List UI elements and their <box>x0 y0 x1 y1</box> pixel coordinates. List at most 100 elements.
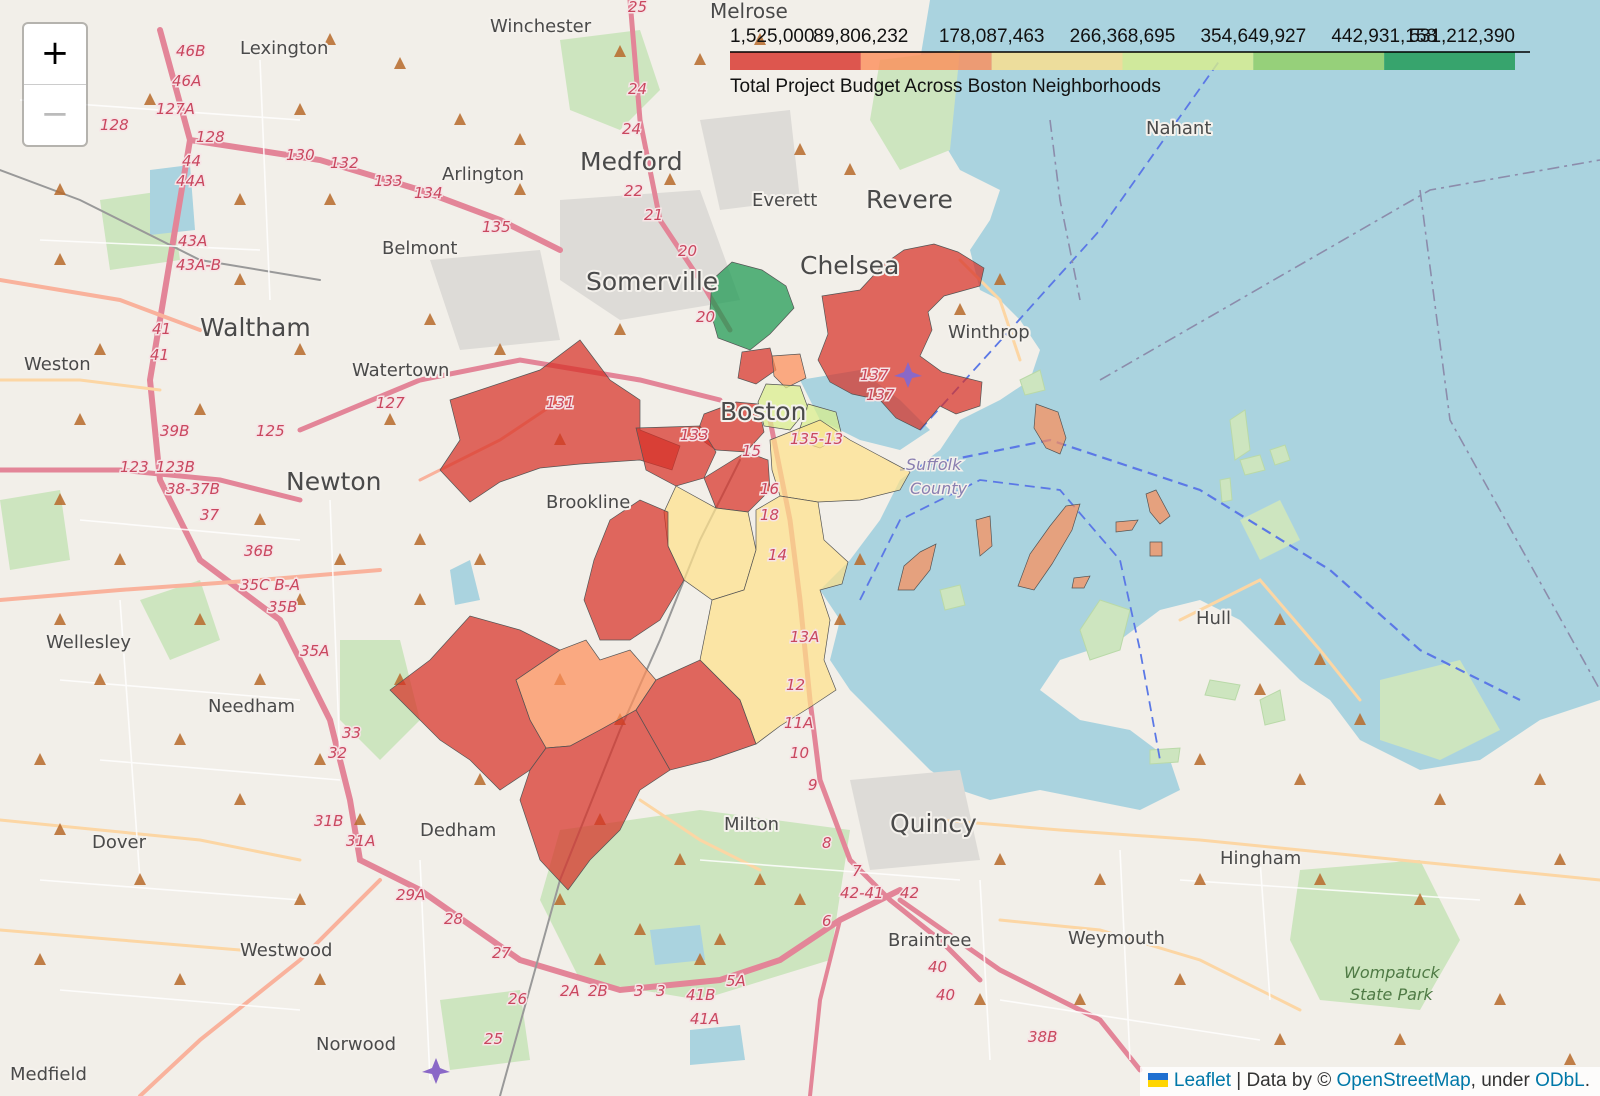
route-shield-label: 130 <box>286 146 315 164</box>
route-shield-label: 14 <box>768 546 787 564</box>
leaflet-link[interactable]: Leaflet <box>1173 1070 1231 1091</box>
summit-marker <box>54 823 66 835</box>
zoom-out-button[interactable]: − <box>40 94 70 134</box>
attribution-separator: | Data by © <box>1230 1070 1337 1091</box>
summit-marker <box>114 553 126 565</box>
summit-marker <box>1094 873 1106 885</box>
route-shield-label: 44A <box>176 172 205 190</box>
summit-marker <box>694 53 706 65</box>
summit-marker <box>714 933 726 945</box>
route-shield-label: 6 <box>822 912 832 930</box>
route-shield-label: 10 <box>790 744 809 762</box>
summit-marker <box>754 873 766 885</box>
label-waltham: Waltham <box>200 313 311 342</box>
label-dover: Dover <box>92 832 147 853</box>
route-shield-label: 11A <box>784 714 813 732</box>
legend-tick-label: 89,806,232 <box>813 26 908 47</box>
label-boston: Boston <box>720 397 806 426</box>
legend-swatch <box>1253 52 1385 70</box>
neighborhood-harbor-islands[interactable] <box>897 403 1171 591</box>
route-shield-label: 38-37B <box>166 480 220 498</box>
route-shield-label: 137 <box>866 386 895 404</box>
label-nahant: Nahant <box>1146 118 1211 139</box>
route-shield-label: 12 <box>786 676 805 694</box>
label-braintree: Braintree <box>888 930 971 951</box>
summit-marker <box>494 343 506 355</box>
label-hull: Hull <box>1196 608 1231 629</box>
neighborhood-south-boston[interactable] <box>769 419 911 503</box>
summit-marker <box>634 923 646 935</box>
neighborhood-dorchester[interactable] <box>699 495 849 745</box>
legend-tick-label: 354,649,927 <box>1200 26 1306 47</box>
place-labels: Melrose Winchester Lexington Medford Arl… <box>8 0 1440 1087</box>
summit-marker <box>474 773 486 785</box>
route-shield-label: 127 <box>376 394 405 412</box>
route-shield-label: 41 <box>152 320 171 338</box>
summit-marker <box>1394 1033 1406 1045</box>
neighborhood-north-end[interactable] <box>737 347 777 385</box>
zoom-control: + − <box>22 22 88 147</box>
summit-marker <box>1274 613 1286 625</box>
summit-marker <box>1274 1033 1286 1045</box>
osm-link[interactable]: OpenStreetMap <box>1336 1070 1471 1091</box>
label-everett: Everett <box>752 190 817 211</box>
summit-marker <box>834 613 846 625</box>
neighborhood-layer[interactable] <box>389 243 1171 891</box>
summit-marker <box>1194 873 1206 885</box>
label-quincy: Quincy <box>890 809 977 838</box>
summit-marker <box>34 753 46 765</box>
attribution: Leaflet | Data by © OpenStreetMap, under… <box>1139 1067 1600 1096</box>
route-shield-label: 123 <box>120 458 149 476</box>
summit-marker <box>594 953 606 965</box>
summit-marker <box>1434 793 1446 805</box>
neighborhood-beacon-hill[interactable] <box>757 383 809 431</box>
route-shield-label: 35A <box>300 642 329 660</box>
maritime-boundaries <box>859 59 1600 761</box>
label-revere: Revere <box>866 185 953 214</box>
route-shield-label: 128 <box>100 116 129 134</box>
summit-marker <box>294 893 306 905</box>
neighborhood-east-boston[interactable] <box>817 243 985 431</box>
summit-marker <box>174 733 186 745</box>
summit-marker <box>1254 683 1266 695</box>
route-shield-label: 41 <box>150 346 169 364</box>
summit-marker <box>854 553 866 565</box>
summit-marker <box>614 323 626 335</box>
label-lexington: Lexington <box>240 38 328 59</box>
route-shield-label: 127A <box>156 100 195 118</box>
route-shield-label: 135-13 <box>790 430 843 448</box>
label-brookline: Brookline <box>546 492 630 513</box>
neighborhood-hyde-park[interactable] <box>519 709 671 891</box>
neighborhood-jamaica-plain[interactable] <box>583 499 685 641</box>
label-weymouth: Weymouth <box>1068 928 1165 949</box>
summit-marker <box>614 45 626 57</box>
label-county-line1: Suffolk <box>906 455 962 474</box>
route-shield-label: 25 <box>628 0 647 16</box>
route-shield-label: 31A <box>346 832 375 850</box>
route-shield-label: 41A <box>690 1010 719 1028</box>
label-somerville: Somerville <box>586 267 718 296</box>
neighborhood-west-roxbury[interactable] <box>389 615 561 791</box>
summit-marker <box>254 513 266 525</box>
neighborhood-west-end[interactable] <box>771 353 807 389</box>
ukraine-flag-icon <box>1147 1073 1168 1087</box>
summit-marker <box>1354 713 1366 725</box>
summit-marker <box>1414 893 1426 905</box>
label-wellesley: Wellesley <box>46 632 131 653</box>
summit-marker <box>254 673 266 685</box>
summit-marker <box>144 93 156 105</box>
summit-marker <box>794 143 806 155</box>
label-park-line1: Wompatuck <box>1344 963 1440 982</box>
zoom-in-button[interactable]: + <box>24 24 86 85</box>
neighborhood-charlestown[interactable] <box>709 261 795 351</box>
summit-marker <box>414 593 426 605</box>
summit-marker <box>1534 773 1546 785</box>
odbl-link[interactable]: ODbL <box>1535 1070 1585 1091</box>
summit-marker <box>1554 853 1566 865</box>
summit-marker <box>1294 773 1306 785</box>
